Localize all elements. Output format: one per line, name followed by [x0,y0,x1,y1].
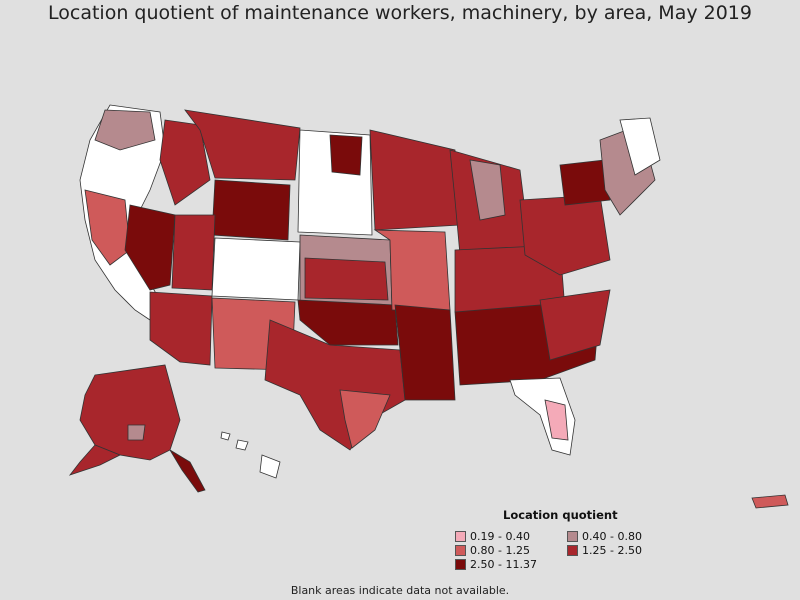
region-alaska-southeast[interactable] [169,449,206,493]
region-maine[interactable] [619,117,661,176]
legend-item: 0.19 - 0.40 [455,529,567,543]
legend-swatch [455,558,466,570]
legend-swatch [455,544,466,556]
legend-item: 1.25 - 2.50 [567,543,679,557]
region-alaska[interactable] [79,364,181,461]
region-alaska-peninsula[interactable] [68,444,121,476]
region-alaska-inset[interactable] [127,424,146,441]
region-nevada[interactable] [124,204,176,291]
legend-label: 0.80 - 1.25 [470,543,530,557]
legend-label: 0.40 - 0.80 [582,529,642,543]
region-texas-gulf[interactable] [339,389,391,449]
region-georgia-carolinas[interactable] [539,289,611,361]
hawaii [220,431,281,479]
region-california-north[interactable] [84,189,131,266]
region-hawaii-2[interactable] [235,439,249,451]
legend-grid: 0.19 - 0.40 0.40 - 0.80 0.80 - 1.25 1.25… [455,529,685,571]
region-hawaii-3[interactable] [259,454,281,479]
region-puerto-rico[interactable] [751,494,789,509]
contiguous-us [79,104,661,456]
region-new-york[interactable] [559,159,611,206]
legend-item: 0.80 - 1.25 [455,543,567,557]
region-colorado[interactable] [211,237,301,301]
puerto-rico [751,494,789,509]
region-utah[interactable] [171,214,216,291]
map-title: Location quotient of maintenance workers… [48,2,752,24]
region-nd-east[interactable] [329,134,363,176]
region-montana[interactable] [184,109,301,181]
legend-swatch [567,544,578,556]
legend-label: 2.50 - 11.37 [470,557,537,571]
legend-swatch [567,530,578,542]
footnote: Blank areas indicate data not available. [290,584,510,597]
region-florida-south[interactable] [544,399,569,441]
legend-label: 1.25 - 2.50 [582,543,642,557]
region-michigan[interactable] [469,159,506,221]
region-wyoming[interactable] [211,179,291,241]
legend-title: Location quotient [503,508,618,522]
region-hawaii-1[interactable] [220,431,231,441]
region-kansas[interactable] [304,257,389,301]
legend-label: 0.19 - 0.40 [470,529,530,543]
legend-item: 0.40 - 0.80 [567,529,679,543]
region-arkansas-louisiana[interactable] [394,304,456,401]
region-oklahoma[interactable] [297,299,399,346]
region-minnesota-wisconsin[interactable] [369,129,461,231]
legend-swatch [455,530,466,542]
region-pacific-nw[interactable] [94,109,156,151]
region-idaho[interactable] [159,119,211,206]
region-arizona[interactable] [149,291,213,366]
alaska [68,364,206,493]
legend-item: 2.50 - 11.37 [455,557,567,571]
legend: Location quotient 0.19 - 0.40 0.40 - 0.8… [455,508,685,571]
